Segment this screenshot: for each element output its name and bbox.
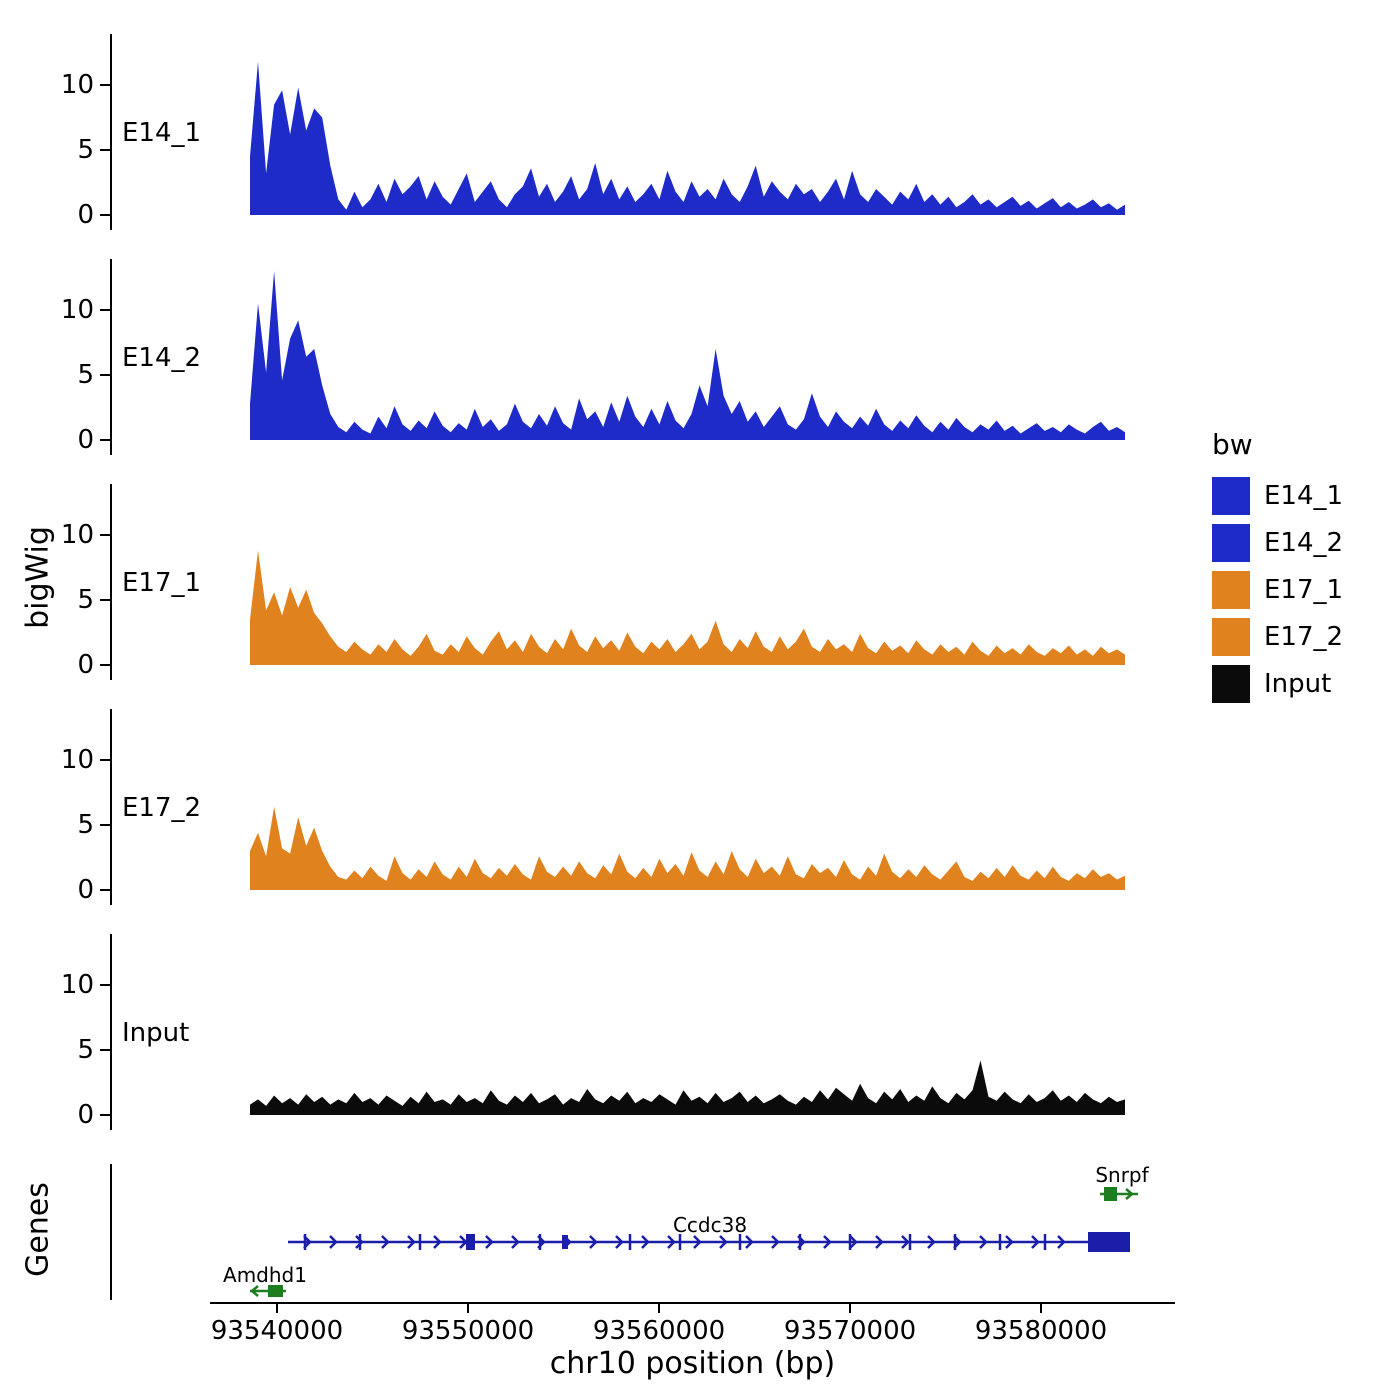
legend-swatch [1212, 665, 1250, 703]
genes-track: Snrpf Ccdc38 Amdhd1 [0, 1160, 1175, 1300]
x-tick-mark [849, 1304, 851, 1313]
y-tick-mark [100, 439, 110, 441]
gene-model-snrpf [1100, 1187, 1138, 1201]
signal-area-input [250, 1060, 1125, 1115]
x-axis-line [210, 1302, 1175, 1304]
y-tick-label: 5 [77, 360, 94, 390]
y-tick-label: 5 [77, 135, 94, 165]
y-tick-label: 10 [60, 70, 94, 100]
legend: bw E14_1 E14_2 E17_1 E17_2 Input [1212, 428, 1397, 712]
y-tick-label: 0 [77, 650, 94, 680]
gene-label-amdhd1: Amdhd1 [223, 1263, 307, 1287]
y-tick-mark [100, 309, 110, 311]
signal-area-e14-1 [250, 61, 1125, 215]
x-axis: 93540000 93550000 93560000 93570000 9358… [210, 1302, 1175, 1400]
x-tick-mark [467, 1304, 469, 1313]
y-tick-label: 10 [60, 520, 94, 550]
gene-label-snrpf: Snrpf [1095, 1163, 1149, 1187]
y-tick-mark [100, 214, 110, 216]
y-tick-mark [100, 1049, 110, 1051]
x-tick-label: 93570000 [783, 1316, 917, 1346]
x-tick-label: 93540000 [210, 1316, 344, 1346]
signal-track-e14-1: 10 5 0 E14_1 [0, 30, 1175, 230]
track-label: E17_2 [122, 793, 202, 823]
legend-swatch [1212, 524, 1250, 562]
y-tick-mark [100, 889, 110, 891]
y-axis-line [110, 259, 112, 455]
legend-label: E14_2 [1264, 528, 1344, 558]
x-tick-mark [276, 1304, 278, 1313]
y-tick-label: 10 [60, 295, 94, 325]
legend-item-e17-1: E17_1 [1212, 571, 1397, 609]
legend-swatch [1212, 618, 1250, 656]
y-tick-mark [100, 149, 110, 151]
x-tick-label: 93560000 [592, 1316, 726, 1346]
y-tick-label: 0 [77, 200, 94, 230]
legend-label: E14_1 [1264, 481, 1344, 511]
signal-path-E14_1 [250, 61, 1125, 215]
y-axis-line [110, 934, 112, 1130]
y-tick-label: 0 [77, 1100, 94, 1130]
legend-label: Input [1264, 669, 1332, 699]
y-tick-mark [100, 824, 110, 826]
y-tick-mark [100, 534, 110, 536]
legend-item-e14-2: E14_2 [1212, 524, 1397, 562]
y-axis-line [110, 1164, 112, 1300]
signal-path-Input [250, 1060, 1125, 1115]
y-tick-label: 5 [77, 1035, 94, 1065]
legend-item-e14-1: E14_1 [1212, 477, 1397, 515]
signal-track-e14-2: 10 5 0 E14_2 [0, 255, 1175, 455]
y-tick-mark [100, 374, 110, 376]
signal-area-e17-2 [250, 806, 1125, 890]
signal-path-E14_2 [250, 271, 1125, 440]
y-tick-mark [100, 84, 110, 86]
x-tick-mark [658, 1304, 660, 1313]
y-axis-line [110, 484, 112, 680]
y-tick-mark [100, 664, 110, 666]
y-axis-line [110, 34, 112, 230]
track-label: Input [122, 1018, 190, 1048]
y-tick-mark [100, 1114, 110, 1116]
signal-track-input: 10 5 0 Input [0, 930, 1175, 1130]
y-tick-label: 10 [60, 745, 94, 775]
x-axis-title: chr10 position (bp) [549, 1346, 836, 1381]
track-label: E17_1 [122, 568, 202, 598]
x-tick-label: 93550000 [401, 1316, 535, 1346]
gene-model-amdhd1 [250, 1285, 286, 1297]
legend-title: bw [1212, 428, 1253, 461]
gene-label-ccdc38: Ccdc38 [673, 1213, 747, 1237]
y-tick-mark [100, 599, 110, 601]
legend-label: E17_2 [1264, 622, 1344, 652]
y-tick-mark [100, 759, 110, 761]
x-tick-label: 93580000 [974, 1316, 1108, 1346]
y-tick-label: 0 [77, 875, 94, 905]
y-tick-label: 10 [60, 970, 94, 1000]
track-label: E14_2 [122, 343, 202, 373]
legend-swatch [1212, 477, 1250, 515]
signal-track-e17-1: 10 5 0 E17_1 [0, 480, 1175, 680]
signal-track-e17-2: 10 5 0 E17_2 [0, 705, 1175, 905]
signal-path-E17_1 [250, 550, 1125, 665]
gene-models-canvas: Snrpf Ccdc38 Amdhd1 [223, 1163, 1150, 1297]
signal-path-E17_2 [250, 806, 1125, 890]
legend-item-e17-2: E17_2 [1212, 618, 1397, 656]
y-tick-mark [100, 984, 110, 986]
y-tick-label: 5 [77, 585, 94, 615]
legend-swatch [1212, 571, 1250, 609]
signal-area-e17-1 [250, 550, 1125, 665]
x-tick-mark [1040, 1304, 1042, 1313]
gene-model-ccdc38 [288, 1232, 1130, 1252]
track-label: E14_1 [122, 118, 202, 148]
y-tick-label: 0 [77, 425, 94, 455]
y-axis-line [110, 709, 112, 905]
signal-area-e14-2 [250, 271, 1125, 440]
legend-item-input: Input [1212, 665, 1397, 703]
legend-label: E17_1 [1264, 575, 1344, 605]
y-tick-label: 5 [77, 810, 94, 840]
